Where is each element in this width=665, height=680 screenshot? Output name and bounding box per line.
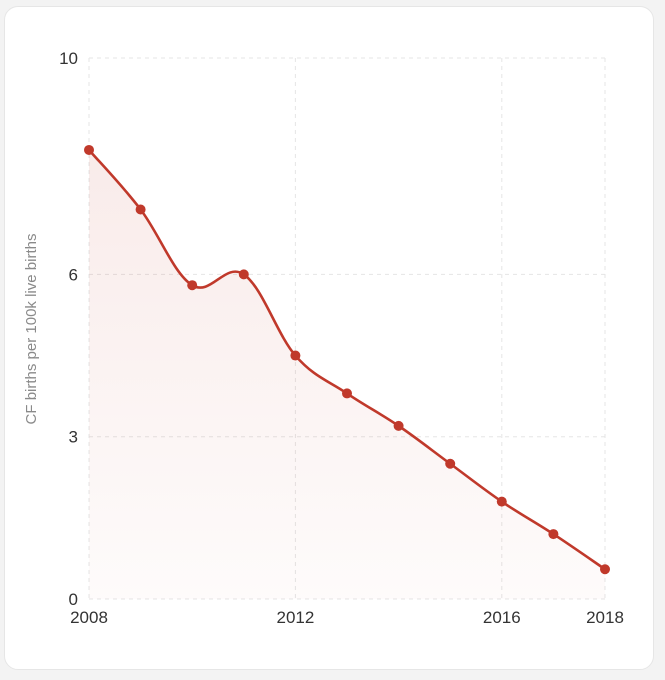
data-point bbox=[342, 388, 352, 399]
y-axis-ticks: 0 3 6 10 bbox=[59, 49, 78, 609]
data-point bbox=[84, 144, 94, 155]
y-tick-label: 10 bbox=[59, 49, 78, 68]
data-points bbox=[84, 144, 610, 575]
data-point bbox=[135, 204, 146, 215]
y-tick-label: 6 bbox=[69, 265, 78, 284]
x-tick-label: 2018 bbox=[586, 608, 624, 627]
y-tick-label: 3 bbox=[69, 428, 78, 447]
data-point bbox=[548, 529, 559, 540]
data-point bbox=[496, 496, 507, 507]
x-tick-label: 2012 bbox=[276, 608, 314, 627]
x-tick-label: 2008 bbox=[70, 608, 108, 627]
data-point bbox=[290, 350, 301, 361]
x-tick-label: 2016 bbox=[483, 608, 521, 627]
x-axis-ticks: 2008 2012 2016 2018 bbox=[70, 608, 624, 627]
area-fill bbox=[89, 149, 605, 599]
y-tick-label: 0 bbox=[69, 590, 78, 609]
data-point bbox=[600, 564, 610, 575]
data-point bbox=[445, 458, 456, 469]
data-point bbox=[187, 280, 198, 291]
y-axis-label: CF births per 100k live births bbox=[23, 234, 40, 425]
data-point bbox=[393, 420, 404, 431]
data-point bbox=[238, 269, 249, 280]
